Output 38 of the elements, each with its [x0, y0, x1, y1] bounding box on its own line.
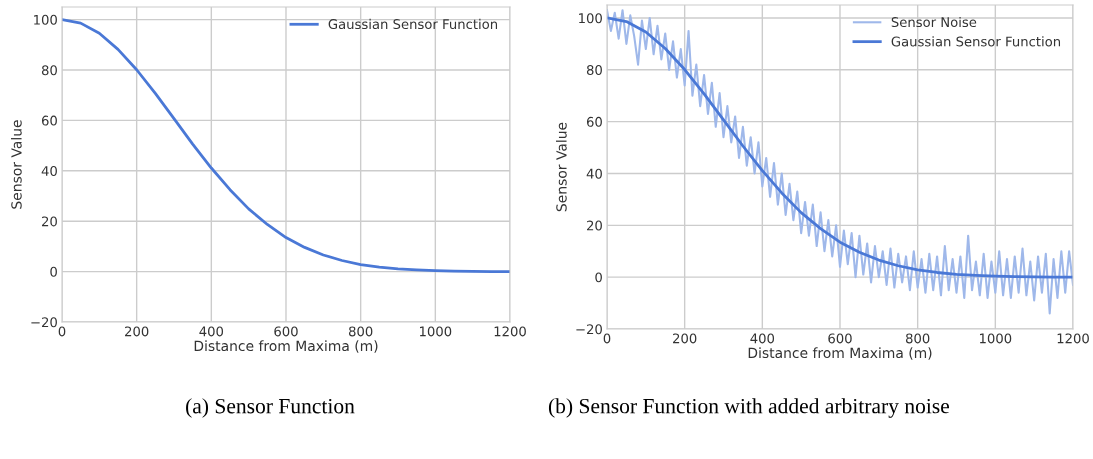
y-tick-label: 100: [579, 13, 602, 24]
y-tick-label: 80: [41, 65, 57, 76]
x-tick-label: 600: [828, 333, 852, 344]
y-tick-label: 0: [595, 272, 602, 283]
y-tick-label: 20: [42, 216, 57, 227]
text: (b) Sensor Function with added arbitrary noise: [548, 398, 950, 418]
y-tick-label: 100: [34, 14, 57, 25]
x-tick-label: 400: [750, 333, 775, 344]
y-tick-label: −20: [576, 324, 602, 335]
x-tick-label: 200: [673, 333, 697, 344]
y-tick-label: 0: [50, 266, 57, 277]
x-tick-label: 800: [348, 326, 373, 337]
y-tick-label: 20: [587, 220, 602, 231]
x-tick-label: 1200: [1057, 333, 1089, 344]
x-axis-title: Distance from Maxima (m): [194, 340, 378, 353]
text: (a) Sensor Function: [186, 398, 355, 418]
legend-label: Gaussian Sensor Function: [891, 36, 1061, 47]
legend-label: Gaussian Sensor Function: [328, 18, 498, 30]
y-tick-label: 60: [586, 116, 602, 127]
x-tick-label: 400: [199, 326, 224, 337]
legend-label: Sensor Noise: [891, 16, 977, 28]
x-tick-label: 1000: [419, 326, 452, 337]
x-tick-label: 600: [274, 326, 298, 337]
y-tick-label: −20: [31, 317, 57, 328]
y-tick-label: 60: [41, 115, 57, 126]
y-tick-label: 40: [586, 168, 602, 179]
y-axis-title: Sensor Value: [10, 120, 22, 209]
x-tick-label: 0: [603, 333, 611, 344]
x-tick-label: 200: [125, 326, 149, 337]
x-tick-label: 800: [905, 333, 930, 344]
y-tick-label: 40: [41, 166, 57, 176]
y-axis-title: Sensor Value: [555, 122, 567, 212]
x-tick-label: 0: [58, 326, 66, 337]
y-tick-label: 80: [586, 65, 602, 75]
x-tick-label: 1000: [979, 333, 1012, 344]
x-tick-label: 1200: [494, 326, 526, 337]
line-series: [62, 18, 510, 273]
x-axis-title: Distance from Maxima (m): [748, 347, 932, 360]
